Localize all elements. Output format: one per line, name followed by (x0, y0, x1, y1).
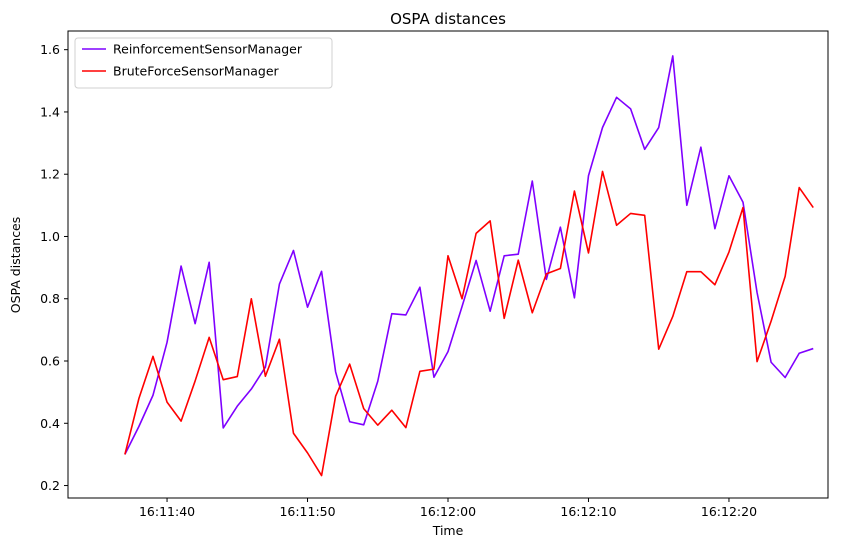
legend-label-brute-force: BruteForceSensorManager (113, 64, 280, 79)
y-tick-label: 0.2 (40, 478, 60, 493)
y-tick-label: 1.6 (40, 42, 60, 57)
x-axis: 16:11:40 16:11:50 16:12:00 16:12:10 16:12:20 (139, 498, 757, 519)
x-axis-label: Time (432, 523, 464, 538)
legend-box (74, 37, 333, 89)
x-tick-label: 16:12:00 (420, 504, 476, 519)
y-tick-label: 1.0 (40, 229, 60, 244)
chart-title: OSPA distances (390, 10, 506, 28)
series-line-brute-force (124, 170, 814, 477)
y-axis-label: OSPA distances (8, 217, 23, 314)
y-tick-label: 1.4 (40, 104, 60, 119)
y-tick-label: 0.4 (40, 416, 60, 431)
x-tick-label: 16:12:20 (701, 504, 757, 519)
legend-label-reinforcement: ReinforcementSensorManager (113, 42, 303, 57)
x-tick-label: 16:12:10 (560, 504, 616, 519)
y-tick-label: 0.8 (40, 291, 60, 306)
y-tick-label: 1.2 (40, 167, 60, 182)
x-tick-label: 16:11:40 (139, 504, 195, 519)
plot-frame (67, 30, 829, 499)
legend: ReinforcementSensorManager BruteForceSens… (74, 37, 333, 89)
x-tick-label: 16:11:50 (279, 504, 335, 519)
series-line-reinforcement (124, 55, 814, 455)
y-tick-label: 0.6 (40, 354, 60, 369)
plot-lines (124, 55, 814, 477)
y-axis: 0.2 0.4 0.6 0.8 1.0 1.2 1.4 1.6 (40, 42, 68, 493)
